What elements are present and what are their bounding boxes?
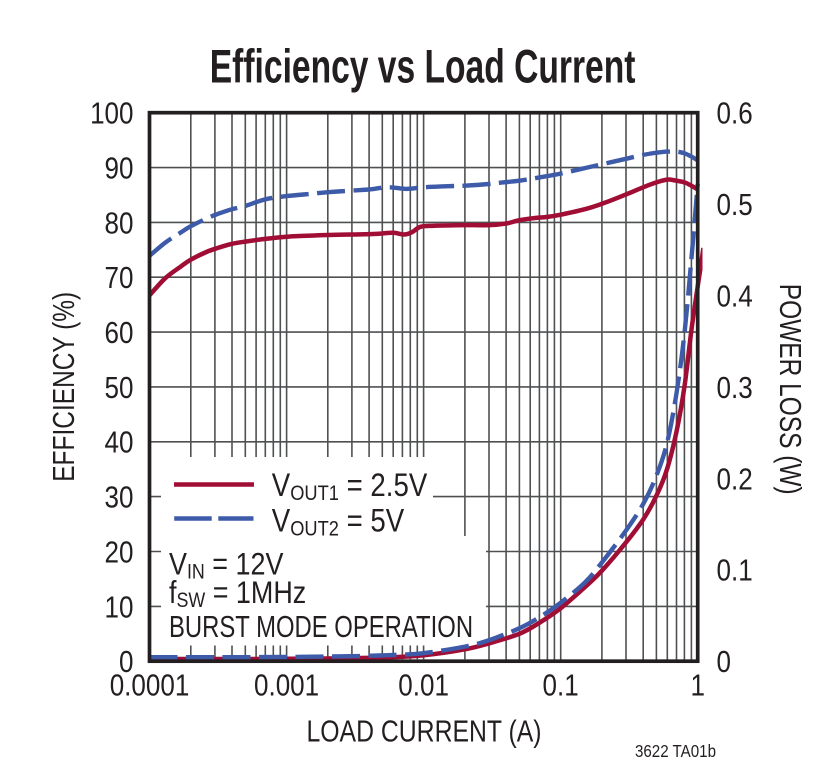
svg-text:EFFICIENCY (%): EFFICIENCY (%) bbox=[46, 292, 80, 482]
svg-text:40: 40 bbox=[105, 426, 134, 461]
svg-text:20: 20 bbox=[105, 535, 134, 570]
svg-text:70: 70 bbox=[105, 261, 134, 296]
svg-text:0.0001: 0.0001 bbox=[110, 669, 190, 704]
svg-text:80: 80 bbox=[105, 206, 134, 241]
svg-text:fSW = 1MHz: fSW = 1MHz bbox=[169, 575, 306, 612]
svg-text:0.4: 0.4 bbox=[717, 279, 753, 314]
svg-text:0.5: 0.5 bbox=[717, 188, 753, 223]
svg-text:100: 100 bbox=[90, 97, 133, 132]
svg-text:0: 0 bbox=[119, 645, 133, 680]
svg-text:0.3: 0.3 bbox=[717, 371, 753, 406]
svg-text:60: 60 bbox=[105, 316, 134, 351]
svg-text:3622 TA01b: 3622 TA01b bbox=[635, 742, 716, 761]
svg-text:0.01: 0.01 bbox=[398, 669, 449, 704]
svg-text:LOAD CURRENT (A): LOAD CURRENT (A) bbox=[306, 714, 541, 748]
svg-text:30: 30 bbox=[105, 480, 134, 515]
svg-text:90: 90 bbox=[105, 151, 134, 186]
svg-text:0.1: 0.1 bbox=[543, 669, 579, 704]
svg-text:VOUT2 = 5V: VOUT2 = 5V bbox=[272, 503, 404, 540]
svg-text:50: 50 bbox=[105, 371, 134, 406]
svg-text:0.6: 0.6 bbox=[717, 97, 753, 132]
svg-text:10: 10 bbox=[105, 590, 134, 625]
svg-text:1: 1 bbox=[690, 669, 704, 704]
svg-text:POWER LOSS (W): POWER LOSS (W) bbox=[773, 284, 807, 495]
svg-text:BURST MODE OPERATION: BURST MODE OPERATION bbox=[169, 609, 473, 644]
svg-text:0: 0 bbox=[717, 645, 731, 680]
svg-text:Efficiency vs Load Current: Efficiency vs Load Current bbox=[210, 40, 636, 93]
svg-text:0.1: 0.1 bbox=[717, 554, 753, 589]
svg-text:0.2: 0.2 bbox=[717, 462, 753, 497]
svg-text:0.001: 0.001 bbox=[254, 669, 319, 704]
